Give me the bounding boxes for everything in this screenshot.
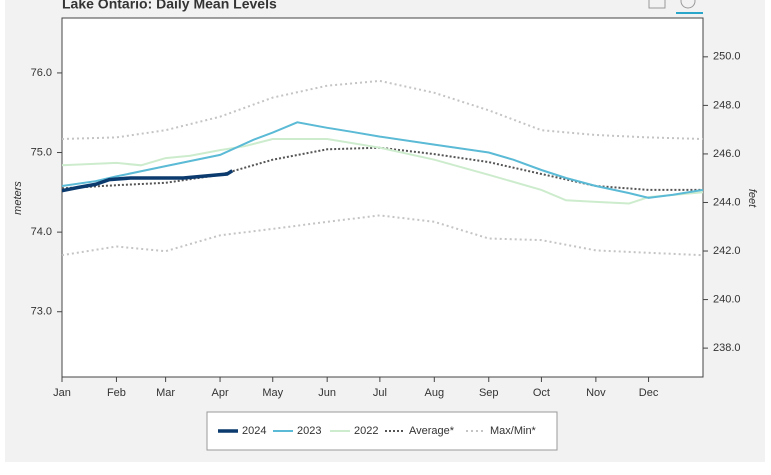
legend-label: 2023 <box>297 425 321 437</box>
legend <box>206 411 558 451</box>
x-tick-label: Aug <box>425 387 445 399</box>
y2-tick-label: 242.0 <box>713 245 741 257</box>
y2-tick-label: 248.0 <box>713 99 741 111</box>
x-tick-label: Mar <box>156 387 175 399</box>
x-tick-label: Jun <box>318 387 336 399</box>
x-tick-label: Oct <box>533 387 550 399</box>
chart-title: Lake Ontario: Daily Mean Levels <box>62 0 277 12</box>
x-tick-label: Dec <box>639 387 659 399</box>
x-tick-label: Jul <box>373 387 387 399</box>
y2-tick-label: 240.0 <box>713 293 741 305</box>
y2-axis-label: feet <box>746 189 758 208</box>
x-tick-label: Nov <box>586 387 606 399</box>
toolbar-icon[interactable] <box>680 0 696 9</box>
y2-tick-label: 246.0 <box>713 148 741 160</box>
y2-tick-label: 238.0 <box>713 342 741 354</box>
y2-tick-label: 250.0 <box>713 51 741 63</box>
y-axis-label: meters <box>12 181 24 215</box>
legend-label: 2024 <box>242 425 266 437</box>
legend-label: 2022 <box>354 425 378 437</box>
legend-label: Average* <box>409 425 455 437</box>
y2-tick-label: 244.0 <box>713 196 741 208</box>
y-tick-label: 73.0 <box>31 306 52 318</box>
x-tick-label: Apr <box>211 387 228 399</box>
y-tick-label: 76.0 <box>31 67 52 79</box>
series-line <box>61 138 704 205</box>
series-line <box>61 121 704 199</box>
y-tick-label: 75.0 <box>31 146 52 158</box>
y-tick-label: 74.0 <box>31 226 52 238</box>
toolbar-icon[interactable] <box>648 0 666 9</box>
series-line <box>61 169 234 193</box>
plot-area <box>61 17 704 378</box>
legend-label: Max/Min* <box>490 425 537 437</box>
x-tick-label: May <box>262 387 283 399</box>
x-tick-label: Jan <box>53 387 71 399</box>
x-tick-label: Sep <box>479 387 499 399</box>
x-tick-label: Feb <box>107 387 126 399</box>
